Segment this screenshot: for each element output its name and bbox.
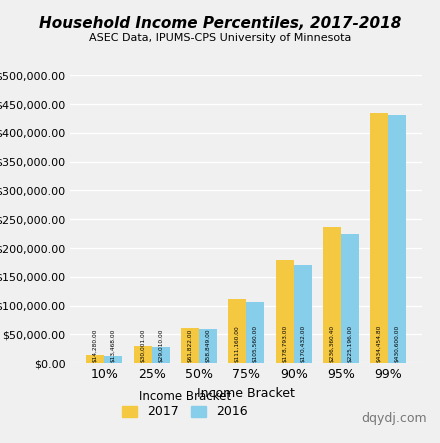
Text: $14,280.00: $14,280.00	[93, 329, 98, 362]
Legend: 2017, 2016: 2017, 2016	[117, 400, 253, 424]
Bar	[246, 303, 264, 363]
Text: Income Bracket: Income Bracket	[139, 390, 231, 403]
Bar	[181, 328, 199, 363]
Bar	[86, 355, 104, 363]
Bar	[199, 329, 217, 363]
Text: $225,196.00: $225,196.00	[348, 325, 352, 362]
Text: dqydj.com: dqydj.com	[361, 412, 427, 425]
Text: $13,468.00: $13,468.00	[111, 329, 116, 362]
Text: $236,360.40: $236,360.40	[330, 325, 334, 362]
Text: $178,793.00: $178,793.00	[282, 325, 287, 362]
Bar	[104, 355, 122, 363]
Bar	[370, 113, 389, 363]
Text: $105,560.00: $105,560.00	[253, 325, 258, 362]
Text: $30,001.00: $30,001.00	[140, 329, 145, 362]
Text: $58,849.00: $58,849.00	[205, 328, 211, 362]
Text: $29,010.00: $29,010.00	[158, 329, 163, 362]
Text: $111,160.00: $111,160.00	[235, 325, 240, 362]
Bar	[389, 115, 407, 363]
Text: $61,822.00: $61,822.00	[187, 329, 193, 362]
Bar	[152, 346, 170, 363]
Text: $434,454.80: $434,454.80	[377, 325, 382, 362]
Bar	[228, 299, 246, 363]
Bar	[294, 265, 312, 363]
Bar	[341, 233, 359, 363]
Text: $430,600.00: $430,600.00	[395, 325, 400, 362]
Text: $170,432.00: $170,432.00	[300, 325, 305, 362]
Bar	[323, 227, 341, 363]
Text: ASEC Data, IPUMS-CPS University of Minnesota: ASEC Data, IPUMS-CPS University of Minne…	[89, 33, 351, 43]
Bar	[134, 346, 152, 363]
Text: Household Income Percentiles, 2017-2018: Household Income Percentiles, 2017-2018	[39, 16, 401, 31]
X-axis label: Income Bracket: Income Bracket	[198, 387, 295, 400]
Bar	[276, 260, 294, 363]
